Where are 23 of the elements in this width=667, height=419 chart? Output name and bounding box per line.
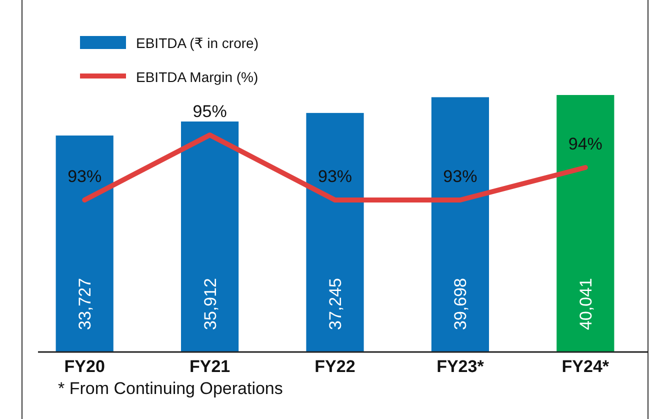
x-tick-label: FY22 <box>314 357 356 376</box>
data-label: 93% <box>68 167 102 186</box>
legend-label: EBITDA (₹ in crore) <box>136 35 258 51</box>
data-label: 37,245 <box>326 278 345 330</box>
x-tick-label: FY21 <box>189 357 230 376</box>
data-label: 93% <box>443 167 478 186</box>
legend-label: EBITDA Margin (%) <box>136 69 258 85</box>
data-label: 94% <box>568 134 602 154</box>
x-tick-label: FY24* <box>562 357 610 376</box>
data-label: 93% <box>318 167 352 186</box>
x-tick-label: FY20 <box>64 357 105 376</box>
bar <box>431 97 489 352</box>
x-tick-label: FY23* <box>436 357 484 376</box>
text: * From Continuing Operations <box>58 379 283 398</box>
data-label: 35,912 <box>200 278 220 330</box>
bar <box>181 122 239 352</box>
bar <box>56 136 114 352</box>
data-label: 40,041 <box>576 278 596 330</box>
data-label: 33,727 <box>76 278 95 330</box>
data-label: 95% <box>192 102 227 121</box>
data-label: 39,698 <box>451 278 470 330</box>
bar <box>556 95 614 352</box>
bar <box>306 112 364 352</box>
